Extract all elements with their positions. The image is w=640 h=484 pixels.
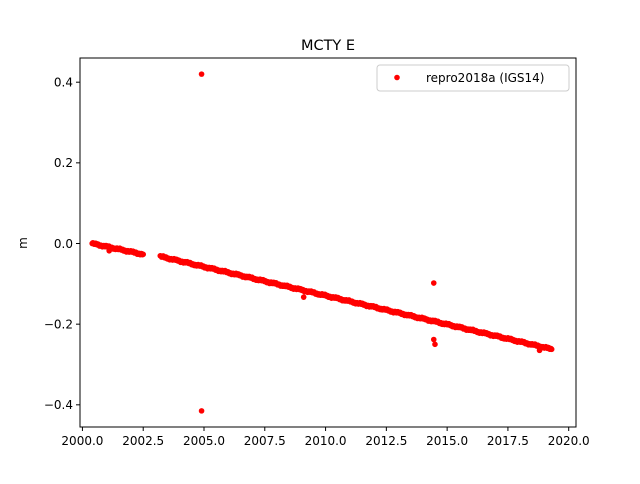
data-point [140,251,147,258]
chart-title: MCTY E [301,38,355,54]
x-tick-label: 2002.5 [122,434,164,448]
data-point-outlier [198,71,205,77]
x-tick-label: 2000.0 [61,434,103,448]
y-tick-label: −0.4 [44,398,73,412]
data-point-outlier [106,247,112,254]
y-tick-label: −0.2 [44,317,73,331]
legend: repro2018a (IGS14) [376,64,570,92]
x-tick-label: 2017.5 [487,434,529,448]
data-point-outlier [536,347,543,354]
x-tick-label: 2007.5 [244,434,286,448]
data-point-outlier [198,408,205,414]
x-tick-label: 2010.0 [305,434,347,448]
y-axis-label: m [16,237,30,249]
legend-box [376,64,570,92]
plot-frame [79,57,577,428]
data-point-outlier [430,280,437,286]
x-tick-label: 2020.0 [548,434,590,448]
data-point [548,346,555,353]
x-tick-label: 2012.5 [365,434,407,448]
legend-label: repro2018a (IGS14) [426,71,544,85]
legend-marker [394,74,400,81]
x-axis-ticks: 2000.0 2002.5 2005.0 2007.5 2010.0 2012.5 2015… [61,427,590,448]
y-tick-label: 0.2 [54,156,73,170]
x-tick-label: 2005.0 [183,434,225,448]
data-point-outlier [300,294,307,300]
y-tick-label: 0.4 [54,75,73,89]
y-tick-label: 0.0 [54,237,73,251]
x-tick-label: 2015.0 [426,434,468,448]
data-point-outlier [432,341,438,348]
data-points [89,71,555,414]
y-axis-ticks: −0.4 −0.2 0.0 0.2 0.4 [44,75,80,412]
data-point-outlier [430,336,437,343]
